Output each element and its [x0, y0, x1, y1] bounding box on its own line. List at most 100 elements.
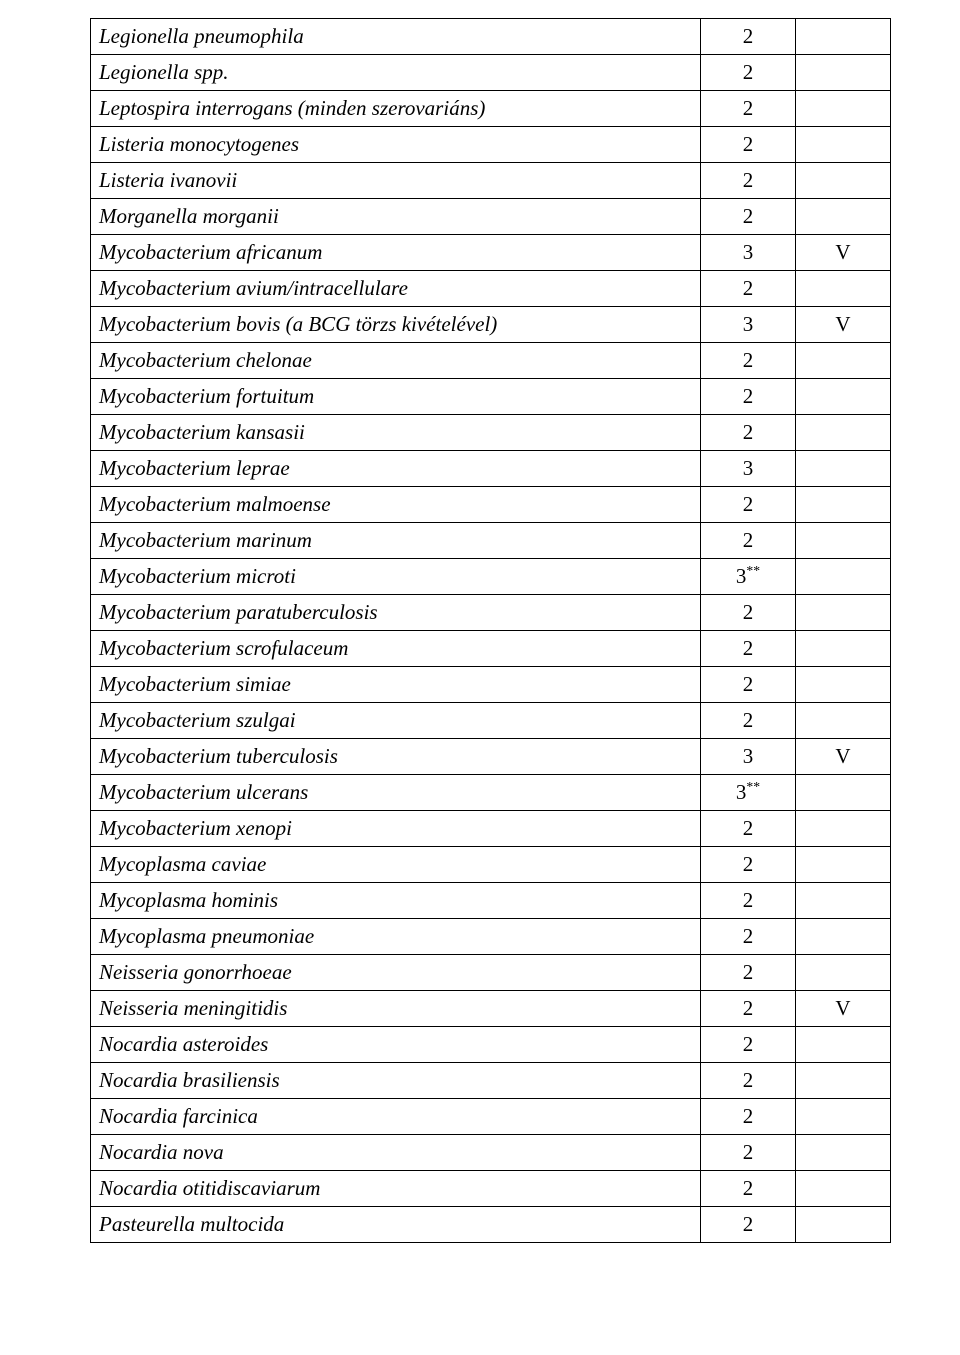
table-row: Legionella pneumophila2 — [91, 19, 891, 55]
table-row: Mycoplasma pneumoniae2 — [91, 919, 891, 955]
risk-level: 2 — [701, 883, 796, 919]
risk-level: 2 — [701, 919, 796, 955]
risk-level: 2 — [701, 631, 796, 667]
table-row: Mycobacterium simiae2 — [91, 667, 891, 703]
organism-name: Mycobacterium simiae — [91, 667, 701, 703]
organism-name: Mycobacterium paratuberculosis — [91, 595, 701, 631]
risk-value: 2 — [743, 348, 754, 372]
table-row: Pasteurella multocida 2 — [91, 1207, 891, 1243]
organism-name: Neisseria meningitidis — [91, 991, 701, 1027]
risk-level: 2 — [701, 811, 796, 847]
risk-level: 2 — [701, 199, 796, 235]
note-cell: V — [796, 991, 891, 1027]
risk-sup: ** — [746, 779, 760, 794]
note-cell — [796, 955, 891, 991]
risk-level: 2 — [701, 19, 796, 55]
risk-value: 2 — [743, 852, 754, 876]
risk-level: 2 — [701, 703, 796, 739]
organism-name: Nocardia nova — [91, 1135, 701, 1171]
note-cell: V — [796, 307, 891, 343]
risk-value: 2 — [743, 960, 754, 984]
risk-level: 2 — [701, 1027, 796, 1063]
risk-value: 2 — [743, 420, 754, 444]
risk-level: 2 — [701, 1171, 796, 1207]
note-cell — [796, 883, 891, 919]
risk-value: 2 — [743, 1176, 754, 1200]
table-row: Listeria ivanovii2 — [91, 163, 891, 199]
note-cell — [796, 415, 891, 451]
risk-value: 2 — [743, 1140, 754, 1164]
risk-level: 3 — [701, 235, 796, 271]
note-cell — [796, 19, 891, 55]
note-cell — [796, 667, 891, 703]
table-row: Mycobacterium malmoense2 — [91, 487, 891, 523]
risk-value: 3 — [736, 564, 747, 588]
table-row: Mycobacterium africanum3V — [91, 235, 891, 271]
table-row: Morganella morganii2 — [91, 199, 891, 235]
note-cell — [796, 847, 891, 883]
note-cell — [796, 91, 891, 127]
table-row: Mycoplasma hominis 2 — [91, 883, 891, 919]
table-row: Mycoplasma caviae2 — [91, 847, 891, 883]
risk-sup: ** — [746, 563, 760, 578]
organism-name: Mycobacterium africanum — [91, 235, 701, 271]
risk-value: 2 — [743, 24, 754, 48]
risk-value: 2 — [743, 708, 754, 732]
table-row: Mycobacterium scrofulaceum2 — [91, 631, 891, 667]
organisms-table: Legionella pneumophila2Legionella spp.2L… — [90, 18, 891, 1243]
risk-value: 2 — [743, 1212, 754, 1236]
risk-level: 2 — [701, 955, 796, 991]
risk-value: 2 — [743, 132, 754, 156]
table-row: Mycobacterium szulgai 2 — [91, 703, 891, 739]
organism-name: Morganella morganii — [91, 199, 701, 235]
note-cell — [796, 127, 891, 163]
risk-level: 2 — [701, 487, 796, 523]
organism-name: Mycobacterium leprae — [91, 451, 701, 487]
table-row: Mycobacterium paratuberculosis2 — [91, 595, 891, 631]
risk-value: 2 — [743, 60, 754, 84]
table-row: Neisseria meningitidis 2 V — [91, 991, 891, 1027]
risk-value: 2 — [743, 168, 754, 192]
risk-value: 2 — [743, 384, 754, 408]
risk-level: 2 — [701, 1063, 796, 1099]
risk-value: 2 — [743, 816, 754, 840]
note-cell — [796, 775, 891, 811]
risk-level: 2 — [701, 415, 796, 451]
note-cell: V — [796, 235, 891, 271]
note-cell — [796, 55, 891, 91]
risk-level: 2 — [701, 343, 796, 379]
organism-name: Pasteurella multocida — [91, 1207, 701, 1243]
note-cell — [796, 1171, 891, 1207]
risk-value: 2 — [743, 1068, 754, 1092]
organism-name: Mycobacterium microti — [91, 559, 701, 595]
risk-level: 2 — [701, 595, 796, 631]
risk-level: 2 — [701, 1099, 796, 1135]
table-row: Mycobacterium marinum2 — [91, 523, 891, 559]
organism-name: Mycobacterium chelonae — [91, 343, 701, 379]
risk-value: 2 — [743, 888, 754, 912]
table-row: Mycobacterium leprae3 — [91, 451, 891, 487]
note-cell: V — [796, 739, 891, 775]
organism-name: Mycobacterium avium/intracellulare — [91, 271, 701, 307]
organism-name: Mycoplasma pneumoniae — [91, 919, 701, 955]
risk-value: 2 — [743, 996, 754, 1020]
risk-value: 2 — [743, 1104, 754, 1128]
organism-name: Mycobacterium bovis (a BCG törzs kivétel… — [91, 307, 701, 343]
organism-name: Nocardia brasiliensis — [91, 1063, 701, 1099]
risk-value: 3 — [736, 780, 747, 804]
risk-value: 2 — [743, 276, 754, 300]
risk-value: 3 — [743, 744, 754, 768]
table-row: Nocardia brasiliensis 2 — [91, 1063, 891, 1099]
note-cell — [796, 199, 891, 235]
note-cell — [796, 703, 891, 739]
risk-level: 3 — [701, 451, 796, 487]
table-row: Mycobacterium fortuitum2 — [91, 379, 891, 415]
organism-name: Nocardia farcinica — [91, 1099, 701, 1135]
risk-level: 2 — [701, 523, 796, 559]
table-row: Mycobacterium kansasii2 — [91, 415, 891, 451]
risk-level: 2 — [701, 379, 796, 415]
organism-name: Mycoplasma hominis — [91, 883, 701, 919]
organism-name: Mycobacterium malmoense — [91, 487, 701, 523]
table-row: Mycobacterium microti 3** — [91, 559, 891, 595]
organism-name: Mycobacterium szulgai — [91, 703, 701, 739]
